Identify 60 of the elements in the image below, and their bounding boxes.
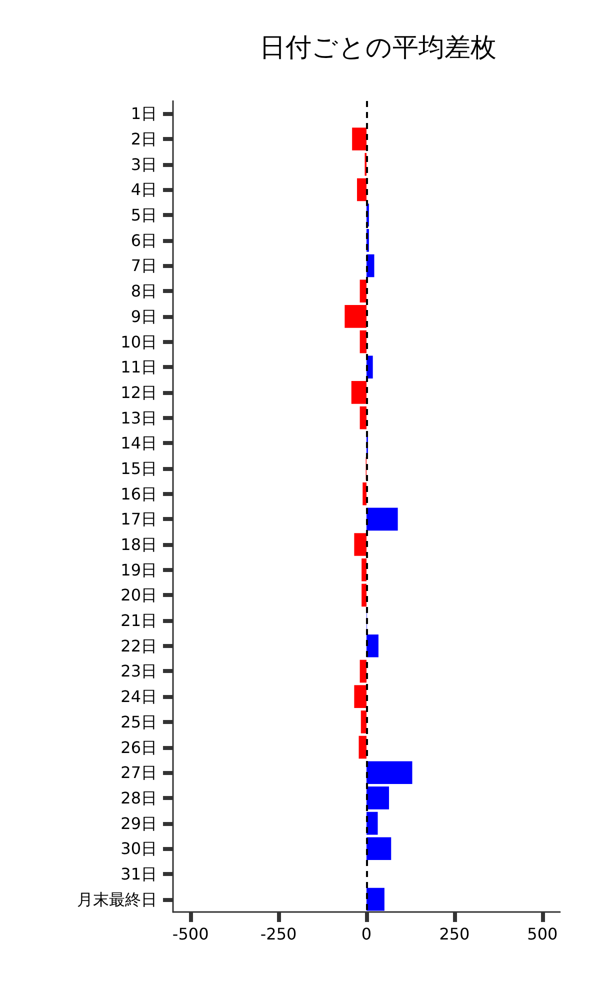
y-tick-label: 6日 [130,230,157,250]
y-tick-label: 31日 [120,864,157,884]
y-tick-label: 10日 [120,332,157,352]
y-tick-label: 24日 [120,687,157,706]
bar [362,584,366,607]
y-tick-label: 29日 [120,814,157,833]
y-tick-label: 26日 [120,738,157,757]
bar [362,558,366,582]
bar [354,685,366,708]
bar [362,482,366,506]
x-tick-label: 250 [439,924,470,944]
y-tick-label: 3日 [130,154,157,174]
y-tick-label: 1日 [130,104,157,124]
x-tick-label: -500 [172,924,209,944]
bar [354,533,366,556]
bar [366,634,378,658]
bar [357,178,366,202]
y-tick-label: 13日 [120,408,157,428]
bar [366,812,378,835]
bar [366,888,384,911]
y-tick-label: 9日 [130,306,157,326]
bar [366,761,412,784]
y-tick-label: 15日 [120,458,157,478]
y-tick-label: 4日 [130,180,157,200]
x-tick-label: 0 [361,924,372,944]
y-tick-label: 12日 [120,382,157,402]
y-tick-label: 8日 [130,282,157,301]
y-tick-label: 21日 [120,611,157,630]
bar [351,381,366,404]
bar [366,837,392,860]
y-tick-label: 23日 [120,662,157,681]
bar [360,660,366,683]
y-tick-label: 28日 [120,788,157,808]
x-tick-label: 500 [527,924,558,944]
y-tick-label: 14日 [120,434,157,453]
bar [358,736,366,759]
y-tick-label: 27日 [120,763,157,782]
y-tick-label: 17日 [120,510,157,529]
bar [360,710,366,734]
bar [360,406,366,430]
y-tick-label: 2日 [130,130,157,149]
y-tick-label: 月末最終日 [77,890,157,909]
bar [366,786,390,810]
chart-title: 日付ごとの平均差枚 [260,33,496,63]
y-tick-label: 5日 [130,206,157,225]
y-tick-label: 20日 [120,586,157,605]
y-tick-label: 25日 [120,712,157,732]
y-tick-label: 19日 [120,560,157,580]
x-tick-label: -250 [260,924,297,944]
y-tick-label: 7日 [130,256,157,276]
bar [360,280,366,302]
y-tick-label: 22日 [120,636,157,656]
y-tick-label: 30日 [120,839,157,858]
bar [360,330,366,354]
y-tick-label: 18日 [120,535,157,554]
bar [366,508,398,531]
y-tick-label: 11日 [120,358,157,377]
bar [344,305,366,328]
bar [352,128,366,150]
y-tick-label: 16日 [120,484,157,504]
